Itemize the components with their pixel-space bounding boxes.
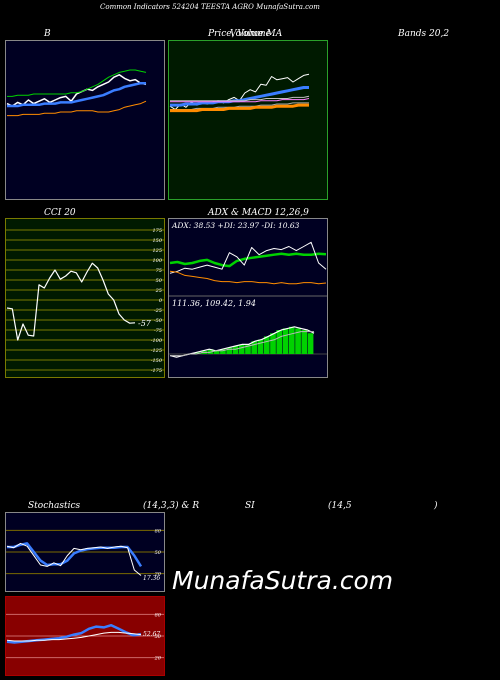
stoch-label-a: Stochastics bbox=[28, 501, 81, 511]
price-label-2: Volume MA bbox=[230, 29, 283, 39]
adx-values-label: ADX: 38.53 +DI: 23.97 -DI: 10.63 bbox=[171, 221, 300, 230]
cci-tick-label: -50 bbox=[154, 318, 163, 324]
adx-series-di bbox=[169, 241, 327, 274]
adx-macd-chart: ADX: 38.53 +DI: 23.97 -DI: 10.63 111.36, … bbox=[168, 218, 328, 378]
price-series-ma2 bbox=[170, 95, 310, 102]
bands-frame bbox=[5, 40, 165, 200]
rsi-tick-label: 20 bbox=[154, 656, 162, 662]
macd-values-label: 111.36, 109.42, 1.94 bbox=[172, 299, 256, 308]
bands-series-upper bbox=[7, 69, 147, 97]
price-volume-chart bbox=[168, 40, 328, 200]
stoch-label-b: (14,3,3) & R bbox=[143, 501, 200, 511]
macd-histogram-bar bbox=[207, 349, 214, 354]
cci-frame bbox=[5, 218, 165, 378]
stoch-label-c: SI bbox=[245, 501, 255, 511]
macd-histogram-bar bbox=[220, 349, 226, 354]
bands-series-middle bbox=[7, 81, 146, 108]
macd-histogram-bar bbox=[282, 328, 289, 354]
adx-series-di bbox=[169, 270, 327, 285]
header-title: Common Indicators 524204 TEESTA AGRO Mun… bbox=[100, 3, 320, 11]
macd-histogram-bar bbox=[307, 333, 314, 354]
cci-tick-label: 0 bbox=[159, 298, 163, 304]
macd-histogram-bar bbox=[238, 344, 245, 354]
macd-series-line bbox=[169, 326, 315, 358]
cci-tick-label: -75 bbox=[154, 328, 162, 334]
bands-series-lower bbox=[7, 100, 147, 117]
price-series-ma5 bbox=[170, 103, 309, 113]
stoch-series-k bbox=[6, 542, 142, 576]
rsi-tick-label: 50 bbox=[155, 634, 162, 640]
cci-tick-label: -25 bbox=[154, 308, 162, 314]
macd-signal-line bbox=[170, 331, 314, 357]
stoch-label-d: (14,5 bbox=[328, 501, 352, 511]
cci-tick-label: 75 bbox=[156, 268, 162, 274]
cci-series-line bbox=[6, 262, 136, 341]
cci-value-label: -57 bbox=[138, 319, 152, 328]
price-series-ma3 bbox=[170, 98, 310, 103]
cci-tick-label: -150 bbox=[151, 358, 163, 364]
macd-histogram-bar bbox=[263, 336, 270, 354]
cci-tick-label: 175 bbox=[152, 228, 162, 234]
bollinger-bands-chart bbox=[5, 40, 165, 200]
cci-tick-label: 125 bbox=[152, 248, 162, 254]
stoch-series-d bbox=[7, 542, 143, 568]
rsi-chart: 80 50 20 52.67 bbox=[5, 596, 165, 676]
cci-tick-label: -125 bbox=[151, 348, 162, 354]
cci-tick-label: 150 bbox=[152, 238, 162, 244]
macd-histogram-bar bbox=[257, 339, 264, 354]
bands-series-price bbox=[6, 74, 147, 107]
cci-tick-label: 100 bbox=[152, 258, 162, 264]
macd-histogram-bar bbox=[295, 328, 301, 354]
watermark: MunafaSutra.com bbox=[172, 566, 394, 595]
macd-histogram-bar bbox=[232, 346, 239, 354]
cci-tick-label: 25 bbox=[155, 288, 162, 294]
macd-histogram-bar bbox=[245, 344, 251, 354]
cci-tick-label: 50 bbox=[156, 278, 163, 284]
rsi-ma-line bbox=[6, 631, 142, 642]
rsi-tick-label: 80 bbox=[155, 612, 162, 618]
price-label-1: Price, Volume bbox=[208, 29, 271, 39]
macd-label: ADX & MACD 12,26,9 bbox=[208, 208, 309, 218]
stoch-value-label: 17.36 bbox=[143, 575, 160, 582]
bands-label-left: B bbox=[44, 29, 51, 39]
macd-histogram-bar bbox=[270, 333, 276, 354]
cci-label: CCI 20 bbox=[44, 208, 76, 218]
macd-histogram-bar bbox=[251, 341, 258, 354]
adx-series-adx bbox=[169, 252, 327, 268]
cci-tick-label: -100 bbox=[151, 338, 163, 344]
cci-tick-label: -175 bbox=[151, 368, 162, 374]
rsi-value-label: 52.67 bbox=[143, 631, 160, 638]
macd-histogram-bar bbox=[301, 330, 308, 354]
stoch-tick-label: 80 bbox=[155, 528, 162, 534]
macd-histogram-bar bbox=[226, 347, 233, 354]
bands-label-right: Bands 20,2 bbox=[398, 29, 450, 39]
stoch-tick-label: 50 bbox=[155, 550, 162, 556]
macd-histogram-bar bbox=[288, 326, 295, 354]
macd-histogram-bar bbox=[276, 330, 283, 354]
price-frame bbox=[168, 40, 328, 200]
stoch-label-e: ) bbox=[434, 501, 438, 511]
macd-histogram-bar bbox=[213, 350, 220, 354]
stoch-tick-label: 20 bbox=[154, 572, 162, 578]
cci-chart: 175 150 125 100 75 50 25 0 -25 -50 -75 -100 -125 -150… bbox=[5, 218, 165, 378]
